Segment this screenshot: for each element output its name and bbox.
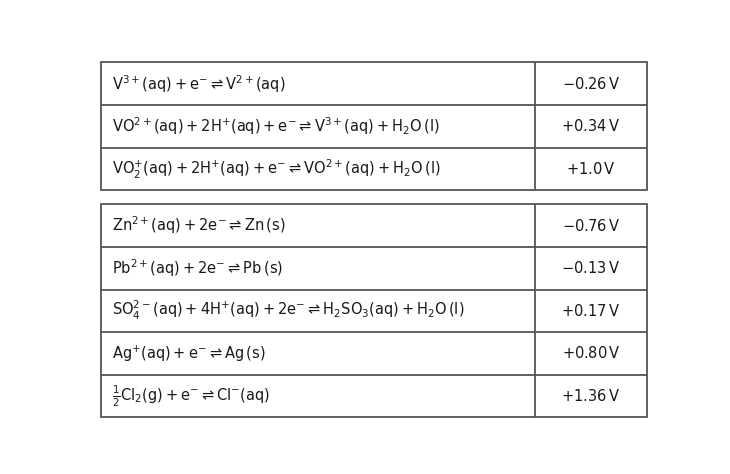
Text: $+1.0\,\mathrm{V}$: $+1.0\,\mathrm{V}$: [566, 161, 616, 177]
Text: $\frac{1}{2}\mathrm{Cl_{2}(g) + e^{-} \rightleftharpoons Cl^{-}(aq)}$: $\frac{1}{2}\mathrm{Cl_{2}(g) + e^{-} \r…: [112, 383, 270, 409]
Text: $-0.26\,\mathrm{V}$: $-0.26\,\mathrm{V}$: [562, 76, 620, 91]
Text: $\mathrm{VO^{2+}(aq) + 2H^{+}(aq) + e^{-} \rightleftharpoons V^{3+}(aq) + H_{2}O: $\mathrm{VO^{2+}(aq) + 2H^{+}(aq) + e^{-…: [112, 116, 439, 137]
Text: $+1.36\,\mathrm{V}$: $+1.36\,\mathrm{V}$: [561, 388, 620, 404]
Text: $\mathrm{SO_{4}^{2-}(aq) + 4H^{+}(aq) + 2e^{-} \rightleftharpoons H_{2}SO_{3}(aq: $\mathrm{SO_{4}^{2-}(aq) + 4H^{+}(aq) + …: [112, 299, 464, 322]
Bar: [101, 204, 647, 418]
Text: $+0.34\,\mathrm{V}$: $+0.34\,\mathrm{V}$: [561, 118, 620, 134]
Text: $\mathrm{VO_{2}^{+}(aq) + 2H^{+}(aq) + e^{-} \rightleftharpoons VO^{2+}(aq) + H_: $\mathrm{VO_{2}^{+}(aq) + 2H^{+}(aq) + e…: [112, 157, 440, 181]
Text: $+0.17\,\mathrm{V}$: $+0.17\,\mathrm{V}$: [561, 303, 620, 319]
Text: $\mathrm{Pb^{2+}(aq) + 2e^{-} \rightleftharpoons Pb\,(s)}$: $\mathrm{Pb^{2+}(aq) + 2e^{-} \rightleft…: [112, 257, 283, 279]
Bar: [101, 63, 647, 191]
Text: $\mathrm{Ag^{+}(aq) + e^{-} \rightleftharpoons Ag\,(s)}$: $\mathrm{Ag^{+}(aq) + e^{-} \rightleftha…: [112, 343, 265, 364]
Text: $-0.13\,\mathrm{V}$: $-0.13\,\mathrm{V}$: [561, 260, 620, 276]
Text: $\mathrm{V^{3+}(aq) + e^{-} \rightleftharpoons V^{2+}(aq)}$: $\mathrm{V^{3+}(aq) + e^{-} \rightleftha…: [112, 73, 285, 94]
Text: $\mathrm{Zn^{2+}(aq) + 2e^{-} \rightleftharpoons Zn\,(s)}$: $\mathrm{Zn^{2+}(aq) + 2e^{-} \rightleft…: [112, 215, 285, 237]
Text: $+0.80\,\mathrm{V}$: $+0.80\,\mathrm{V}$: [561, 346, 620, 362]
Text: $-0.76\,\mathrm{V}$: $-0.76\,\mathrm{V}$: [562, 218, 620, 234]
